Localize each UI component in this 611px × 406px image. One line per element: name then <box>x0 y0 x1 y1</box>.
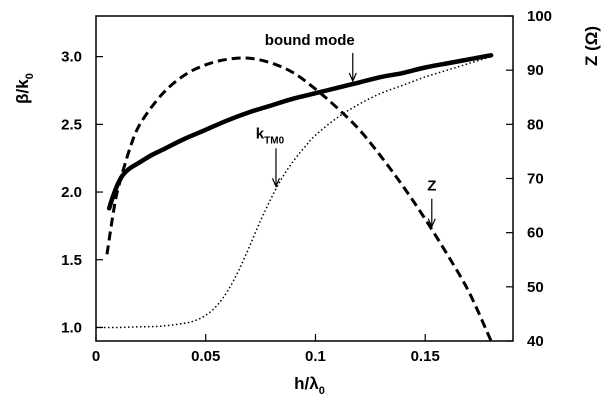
series-line-2 <box>105 56 493 342</box>
x-tick-label: 0 <box>92 348 100 365</box>
x-tick-label: 0.15 <box>411 348 440 365</box>
y-right-tick-label: 70 <box>527 171 544 188</box>
annotation-arrow-head <box>427 218 436 229</box>
annotation-label: Z <box>427 178 436 195</box>
y-left-tick-label: 2.5 <box>61 116 82 133</box>
annotation-layer: bound mode kTM0 Z <box>256 32 436 229</box>
y-left-axis-title: β/k0 <box>13 73 36 104</box>
y-left-tick-label: 3.0 <box>61 49 82 66</box>
y-right-tick-label: 100 <box>527 8 552 25</box>
series-line-0 <box>106 53 494 211</box>
ticks-layer: 0 0.05 0.1 0.15 1.0 1.5 2.0 2.5 3.0 40 50 60 70 80 90 1… <box>61 8 552 365</box>
axis-labels-layer: h/λ0 β/k0 Z (Ω) <box>13 26 601 397</box>
annotation-label: kTM0 <box>256 125 285 146</box>
x-axis-title: h/λ0 <box>294 374 325 397</box>
y-left-tick-label: 1.0 <box>61 319 82 336</box>
y-right-tick-label: 50 <box>527 279 544 296</box>
y-right-tick-label: 80 <box>527 116 544 133</box>
series-layer <box>95 53 494 342</box>
y-left-tick-label: 1.5 <box>61 252 82 269</box>
y-right-axis-title: Z (Ω) <box>582 26 601 66</box>
y-right-tick-label: 90 <box>527 62 544 79</box>
annotation-label: bound mode <box>265 32 355 49</box>
y-right-axis-title-group: Z (Ω) <box>582 26 601 66</box>
y-left-axis-title-group: β/k0 <box>13 73 36 104</box>
x-tick-label: 0.05 <box>191 348 220 365</box>
y-right-tick-label: 40 <box>527 333 544 350</box>
y-left-tick-label: 2.0 <box>61 184 82 201</box>
x-tick-label: 0.1 <box>305 348 326 365</box>
y-right-tick-label: 60 <box>527 225 544 242</box>
annotation-arrow-head <box>348 72 357 83</box>
annotation-arrow-head <box>271 178 281 188</box>
